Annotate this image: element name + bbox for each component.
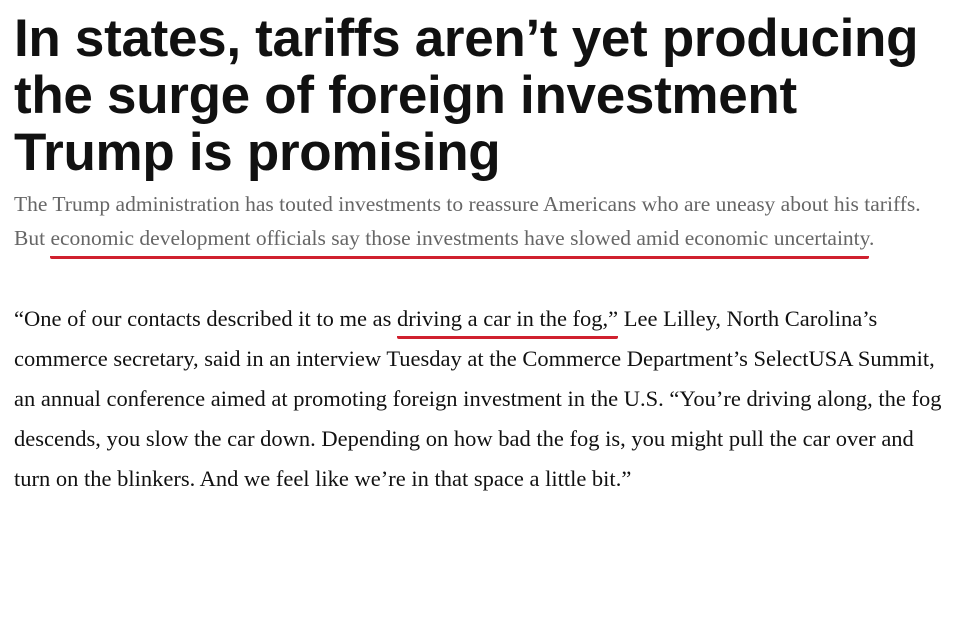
quote-start: “One of our contacts described it to me … bbox=[14, 306, 397, 331]
headline: In states, tariffs aren’t yet producing … bbox=[14, 9, 919, 182]
article-dek: The Trump administration has touted inve… bbox=[14, 187, 949, 259]
article-paragraph: “One of our contacts described it to me … bbox=[14, 299, 949, 499]
dek-highlight: economic development officials say those… bbox=[50, 226, 870, 259]
dek-text-end: . bbox=[869, 226, 875, 250]
quote-rest: Lee Lilley, North Carolina’s commerce se… bbox=[14, 306, 942, 491]
quote-highlight: driving a car in the fog,” bbox=[397, 306, 619, 339]
dek-text: The Trump administration has touted inve… bbox=[14, 192, 921, 250]
article: In states, tariffs aren’t yet producing … bbox=[14, 0, 949, 499]
